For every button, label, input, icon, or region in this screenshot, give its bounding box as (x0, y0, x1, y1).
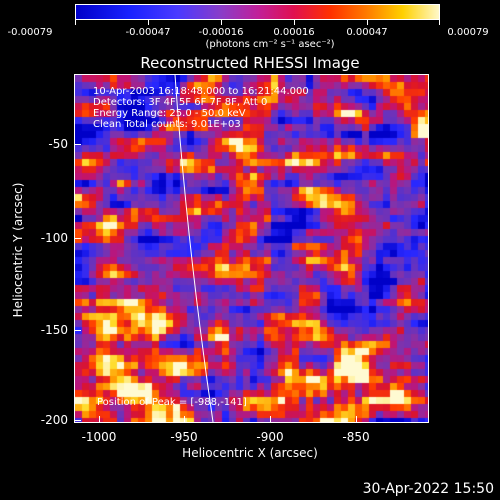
rhessi-image (75, 75, 428, 422)
solar-limb-line (174, 75, 214, 422)
x-tick-label: -1000 (81, 430, 117, 444)
y-axis-label: Heliocentric Y (arcsec) (11, 182, 25, 318)
colorbar-label: -0.00047 (125, 27, 171, 38)
x-tick-label: -900 (256, 430, 284, 444)
colorbar-label: 0.00047 (346, 27, 388, 38)
y-tick-label: -150 (40, 323, 68, 337)
colorbar-label: 0.00016 (273, 27, 315, 38)
colorbar-unit: (photons cm⁻² s⁻¹ asec⁻²) (205, 39, 335, 50)
image-annotation: 10-Apr-2003 16:18:48.000 to 16:21:44.000… (93, 86, 309, 130)
x-tick-label: -850 (342, 430, 370, 444)
peak-position-text: Position of Peak = [-988,-141] (97, 397, 247, 408)
image-plot: 10-Apr-2003 16:18:48.000 to 16:21:44.000… (74, 74, 429, 423)
energy-range-text: Energy Range: 25.0 - 50.0 keV (93, 108, 246, 119)
x-tick-label: -950 (170, 430, 198, 444)
detectors-text: Detectors: 3F 4F 5F 6F 7F 8F, Att 0 (93, 97, 268, 108)
method-text: Clean Total counts: 9.01E+03 (93, 119, 241, 130)
y-tick-label: -100 (40, 231, 68, 245)
colorbar (75, 4, 440, 20)
colorbar-label: -0.00079 (7, 27, 53, 38)
y-tick-label: -200 (40, 413, 68, 427)
plot-title: Reconstructed RHESSI Image (140, 54, 360, 72)
time-range-text: 10-Apr-2003 16:18:48.000 to 16:21:44.000 (93, 86, 309, 97)
colorbar-label: 0.00079 (447, 27, 489, 38)
limb-overlay (174, 75, 214, 422)
timestamp: 30-Apr-2022 15:50 (362, 481, 494, 497)
x-axis-label: Heliocentric X (arcsec) (182, 446, 318, 460)
y-tick-label: -50 (48, 137, 68, 151)
colorbar-label: -0.00016 (198, 27, 244, 38)
